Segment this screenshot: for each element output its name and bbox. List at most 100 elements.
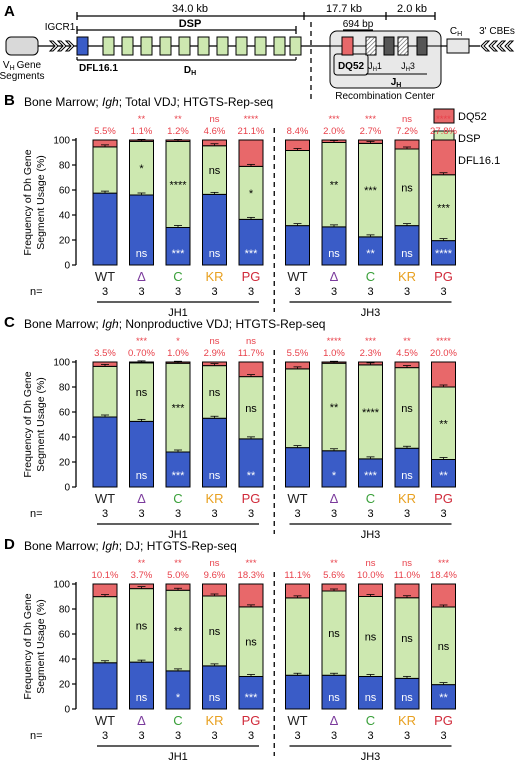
dfl16-significance: ** <box>439 692 448 704</box>
x-category-label: WT <box>287 269 307 284</box>
bar-dsp-7 <box>358 596 383 677</box>
dsp-significance: ** <box>330 402 339 414</box>
bar-dq52-9 <box>431 583 456 608</box>
bar-dfl16-8 <box>394 447 420 488</box>
n-value: 3 <box>404 730 410 742</box>
legend-label-dsp: DSP <box>458 133 481 145</box>
dq52-percent-label: 1.2% <box>167 126 189 137</box>
x-category-label: C <box>366 713 375 728</box>
dq52-percent-label: 5.5% <box>287 348 309 359</box>
bar-dsp-7 <box>358 142 383 238</box>
dsp-significance: ns <box>136 387 148 399</box>
panel-b-title: Bone Marrow; Igh; Total VDJ; HTGTS-Rep-s… <box>24 95 273 109</box>
dsp-significance: **** <box>362 407 380 419</box>
dfl16-significance: ns <box>209 692 221 704</box>
panel-a-letter: A <box>4 3 15 20</box>
n-value: 3 <box>404 508 410 520</box>
panel-a-gene-map: A 34.0 kb 17.7 kb 2.0 kb 694 bp DSP VH Ge… <box>0 3 515 102</box>
x-category-label: C <box>173 491 182 506</box>
x-category-label: KR <box>205 713 223 728</box>
panel-d-chart: D Bone Marrow; Igh; DJ; HTGTS-Rep-seq Freq… <box>4 536 458 763</box>
dfl16-significance: ns <box>209 248 221 260</box>
n-value: 3 <box>367 286 373 298</box>
bar-dsp-9 <box>431 606 456 686</box>
dq52-percent-label: 18.3% <box>238 570 265 581</box>
dq52-percent-label: 2.7% <box>360 126 382 137</box>
n-value: 3 <box>331 508 337 520</box>
dfl16-significance: ns <box>401 692 413 704</box>
panel-d-letter: D <box>4 536 15 553</box>
dq52-label: DQ52 <box>338 61 365 72</box>
n-value: 3 <box>331 286 337 298</box>
dq52-significance: *** <box>438 558 449 569</box>
dq52-percent-label: 2.9% <box>204 348 226 359</box>
cbe-label: 3' CBEs <box>479 26 515 37</box>
n-value: 3 <box>175 286 181 298</box>
y-tick-label: 0 <box>64 705 70 716</box>
dq52-significance: ns <box>209 558 219 569</box>
y-tick-label: 60 <box>59 186 71 197</box>
x-category-label: Δ <box>330 713 339 728</box>
x-category-label: Δ <box>137 269 146 284</box>
dsp-significance: ns <box>328 628 340 640</box>
bar-dq52-4 <box>238 583 264 608</box>
dq52-percent-label: 21.1% <box>238 126 265 137</box>
panel-b-letter: B <box>4 92 15 109</box>
bar-dfl16-1 <box>129 194 154 266</box>
dsp-significance: ns <box>438 641 450 653</box>
dq52-significance: *** <box>245 558 256 569</box>
dfl16-significance: ns <box>136 248 148 260</box>
bar-dq52-9 <box>431 361 456 388</box>
dsp-significance: ns <box>401 633 413 645</box>
n-label: n= <box>30 286 43 298</box>
dfl16-significance: ** <box>366 248 375 260</box>
x-category-label: KR <box>398 713 416 728</box>
dq52-percent-label: 5.0% <box>167 570 189 581</box>
x-category-label: Δ <box>330 491 339 506</box>
dfl16-significance: **** <box>435 248 453 260</box>
x-category-label: C <box>173 713 182 728</box>
panel-b-chart: B Bone Marrow; Igh; Total VDJ; HTGTS-Rep-… <box>4 92 458 319</box>
n-label: n= <box>30 730 43 742</box>
dq52-percent-label: 0.70% <box>128 348 155 359</box>
bar-dsp-5 <box>285 368 310 449</box>
n-value: 3 <box>440 730 446 742</box>
vh-label: VH Gene <box>3 60 42 72</box>
legend-label-dfl: DFL16.1 <box>458 155 500 167</box>
bar-dsp-7 <box>358 364 383 460</box>
dsp-significance: ** <box>439 418 448 430</box>
x-category-label: C <box>366 491 375 506</box>
dq52-significance: ** <box>174 114 182 125</box>
dfl16-significance: ns <box>328 248 340 260</box>
dq52-significance: **** <box>436 114 451 125</box>
bar-dfl16-0 <box>92 192 118 266</box>
x-category-label: PG <box>434 269 453 284</box>
n-value: 3 <box>138 730 144 742</box>
panel-c-letter: C <box>4 314 15 331</box>
bar-dsp-0 <box>92 146 118 194</box>
bar-dfl16-5 <box>285 225 310 266</box>
dsp-significance: *** <box>364 185 378 197</box>
dfl16-significance: ns <box>136 692 148 704</box>
dfl16-significance: ns <box>328 692 340 704</box>
y-tick-label: 0 <box>64 261 70 272</box>
n-value: 3 <box>248 730 254 742</box>
bar-dsp-3 <box>202 595 227 667</box>
dsp-significance: ns <box>365 632 377 644</box>
n-value: 3 <box>248 508 254 520</box>
cbe-chevrons-icon <box>480 40 515 52</box>
y-tick-label: 80 <box>59 383 71 394</box>
group-label: JH3 <box>361 529 381 541</box>
dsp-significance: ns <box>245 403 257 415</box>
vh-gene-box <box>5 36 39 56</box>
bar-dsp-5 <box>285 597 310 676</box>
dq52-significance: ns <box>402 114 412 125</box>
dsp-significance: ns <box>245 637 257 649</box>
y-tick-label: 60 <box>59 408 71 419</box>
n-label: n= <box>30 508 43 520</box>
dimension-lines <box>76 12 436 34</box>
dq52-segment <box>341 36 354 56</box>
dq52-percent-label: 9.6% <box>204 570 226 581</box>
y-tick-label: 40 <box>59 433 71 444</box>
legend-label-dq52: DQ52 <box>458 111 487 123</box>
